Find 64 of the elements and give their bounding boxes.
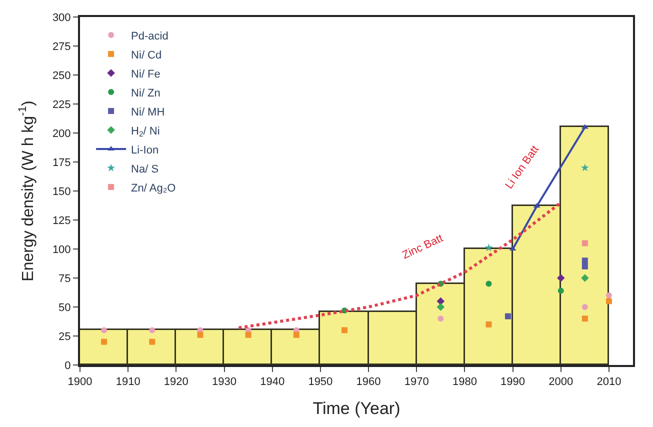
point [556, 274, 565, 282]
point [582, 316, 588, 322]
point [101, 338, 108, 345]
legend-label: Ni/ Cd [131, 49, 162, 62]
point [149, 338, 156, 345]
point [582, 304, 588, 310]
legend-label: Na/ S [131, 163, 159, 176]
x-tick-label: 1980 [452, 376, 477, 388]
y-tick-label: 225 [52, 98, 71, 111]
point [484, 244, 493, 252]
x-tick-label: 1900 [68, 376, 92, 388]
y-tick-label: 0 [64, 360, 71, 372]
y-tick-label: 175 [52, 156, 71, 169]
point [504, 313, 511, 320]
y-tick-label: 25 [58, 330, 71, 343]
x-axis-title: Time (Year) [312, 399, 400, 418]
y-tick-label: 50 [58, 302, 71, 314]
point [341, 327, 348, 334]
x-tick-label: 1990 [500, 376, 526, 388]
y-tick-label: 75 [58, 272, 71, 285]
point [436, 303, 445, 311]
y-tick-label: 200 [52, 128, 71, 140]
y-tick-label: 125 [52, 214, 71, 227]
y-tick-label: 300 [52, 12, 71, 24]
point [580, 164, 589, 172]
legend-label: Ni/ Fe [131, 68, 160, 80]
point [197, 332, 204, 338]
annotation: Zinc Batt [400, 232, 445, 262]
point [582, 240, 588, 246]
y-tick-label: 100 [52, 244, 71, 256]
y-tick-label: 275 [52, 40, 71, 53]
x-tick-label: 2010 [596, 376, 622, 388]
x-tick-label: 1920 [164, 376, 188, 388]
x-tick-label: 1940 [260, 376, 285, 388]
point [101, 327, 108, 334]
x-tick-label: 1950 [308, 376, 333, 388]
line-series [237, 201, 562, 330]
point [606, 292, 612, 298]
point [606, 298, 612, 304]
legend-label: Zn/ Ag₂O [131, 182, 176, 194]
legend-label: Li-Ion [131, 144, 159, 156]
point [582, 263, 588, 270]
x-tick-label: 1960 [356, 376, 381, 388]
point [245, 332, 252, 338]
x-tick-label: 1910 [116, 376, 140, 388]
legend-label: Ni/ MH [131, 106, 165, 118]
point [558, 288, 564, 294]
point [486, 280, 492, 287]
legend-label: Pd-acid [131, 30, 168, 42]
point [438, 316, 444, 322]
legend-label: Ni/ Zn [131, 87, 160, 100]
point [582, 258, 588, 264]
x-tick-label: 1970 [404, 376, 429, 388]
x-tick-label: 2000 [548, 376, 574, 388]
annotation: Li Ion Batt [503, 144, 542, 192]
y-tick-label: 150 [52, 186, 71, 198]
point [581, 274, 589, 282]
point [149, 327, 156, 334]
x-tick-label: 1930 [212, 376, 236, 388]
point [436, 297, 445, 306]
point [293, 332, 300, 338]
y-tick-label: 250 [52, 70, 71, 82]
legend-label: H$_{2}$/ Ni [131, 125, 160, 139]
point [486, 321, 492, 328]
